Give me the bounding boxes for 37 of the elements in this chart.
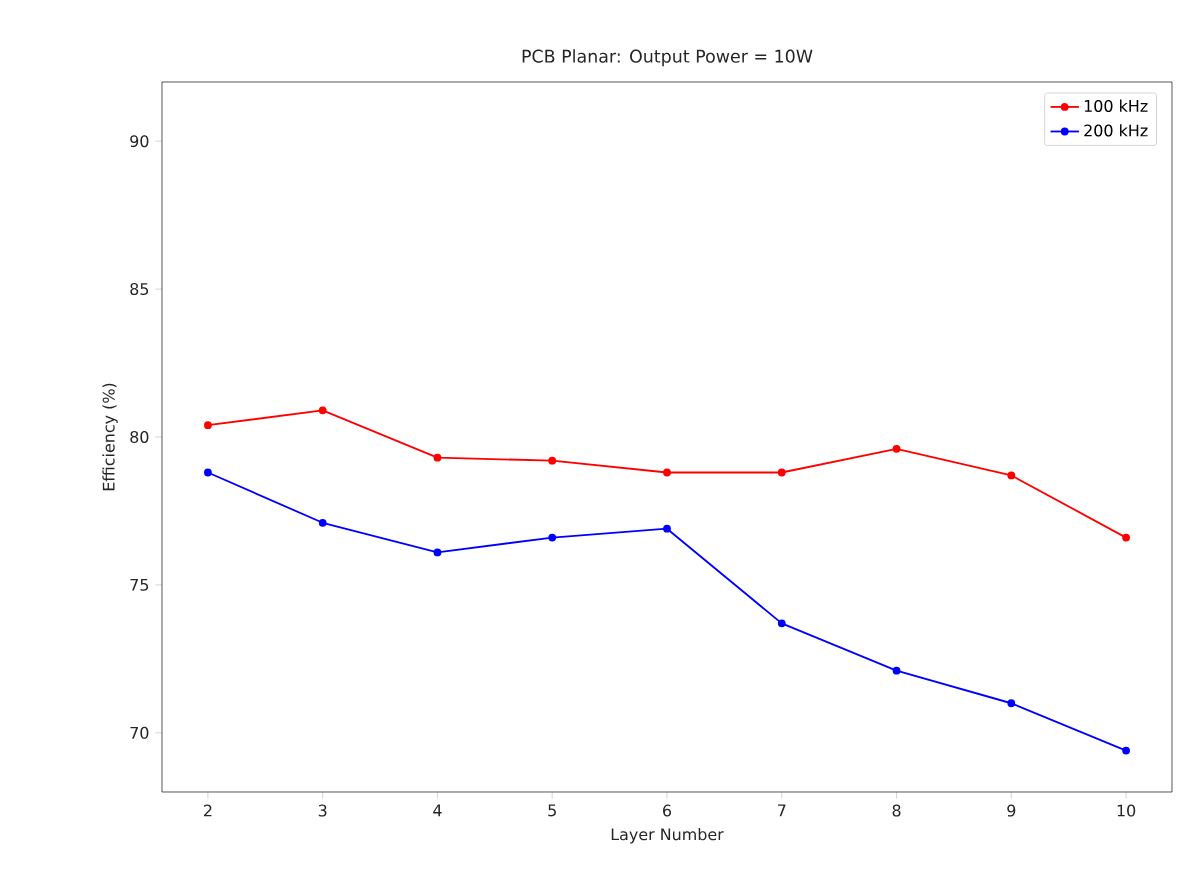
x-tick-label: 9 [1007, 804, 1016, 817]
x-tick-label: 8 [892, 804, 901, 817]
point [1122, 746, 1130, 755]
x-tick-label: 5 [548, 804, 556, 817]
y-axis-title: Efficiency (%) [102, 383, 118, 491]
point [777, 468, 786, 477]
point [1007, 699, 1016, 708]
point [892, 666, 901, 675]
point [1007, 471, 1016, 480]
y-tick-label: 70 [130, 726, 149, 739]
y-tick-label: 90 [130, 135, 149, 148]
point [318, 518, 327, 527]
point [777, 619, 786, 628]
point [204, 468, 212, 477]
point [548, 533, 557, 542]
x-tick-label: 2 [204, 804, 212, 817]
x-tick-label: 3 [318, 804, 327, 817]
point [892, 444, 901, 453]
chart-title: PCB Planar: Output Power = 10W [522, 49, 813, 67]
y-tick-label: 85 [130, 283, 149, 296]
legend-label: 200 kHz [1084, 124, 1148, 137]
x-axis-title: Layer Number [611, 827, 724, 844]
point [663, 524, 671, 533]
x-tick-label: 7 [778, 804, 786, 817]
legend-label: 100 kHz [1084, 99, 1148, 112]
point [1122, 533, 1130, 542]
x-tick-label: 10 [1117, 804, 1136, 817]
x-tick-label: 6 [663, 804, 672, 817]
point [433, 453, 442, 462]
y-tick-label: 75 [130, 579, 149, 591]
point [318, 406, 327, 415]
point [433, 548, 442, 557]
point [204, 421, 212, 430]
x-tick-label: 4 [433, 804, 442, 817]
point [663, 468, 671, 477]
point [548, 456, 557, 465]
y-tick-label: 80 [130, 430, 149, 444]
